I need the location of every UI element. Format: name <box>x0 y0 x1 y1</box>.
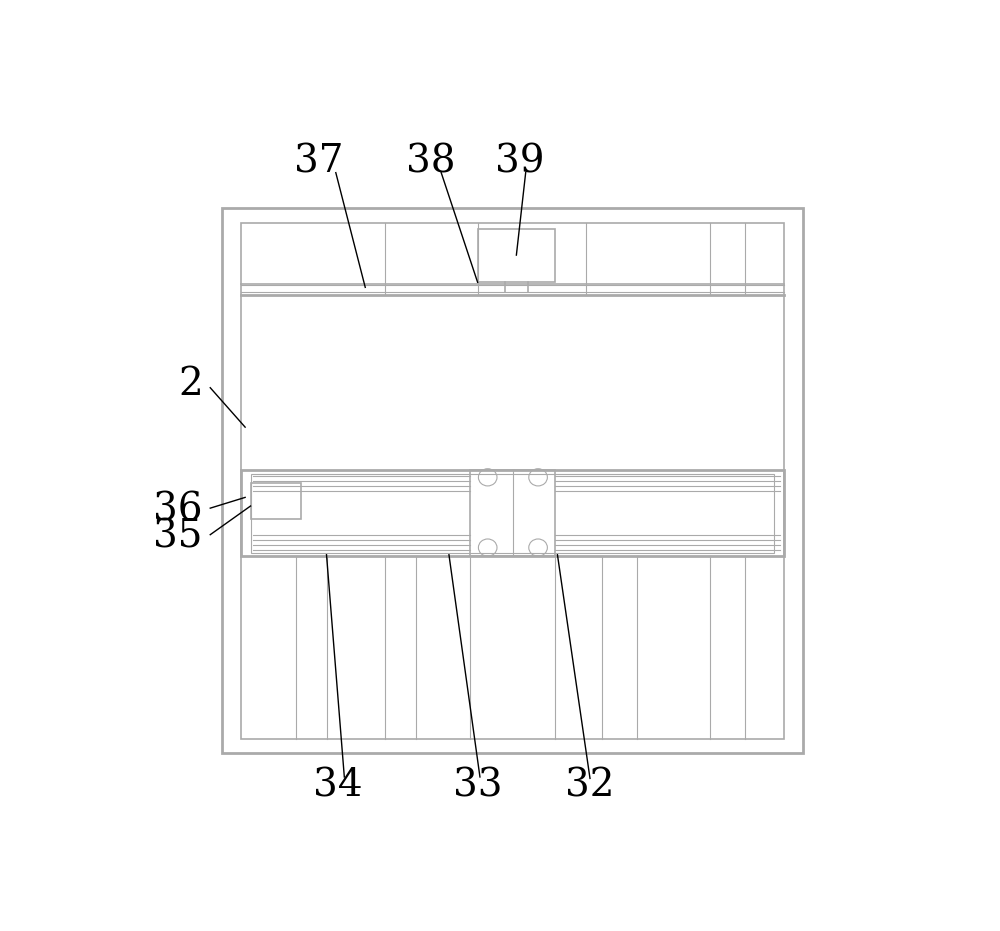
Text: 2: 2 <box>178 366 203 402</box>
Text: 38: 38 <box>406 143 456 181</box>
Bar <box>251 474 774 553</box>
Bar <box>241 470 784 556</box>
Bar <box>222 209 803 753</box>
Text: 35: 35 <box>153 519 202 555</box>
Text: 34: 34 <box>313 767 363 804</box>
Text: 39: 39 <box>496 143 545 181</box>
Bar <box>478 229 555 282</box>
Bar <box>470 470 555 556</box>
Text: 36: 36 <box>153 491 202 528</box>
Bar <box>251 483 301 519</box>
Text: 32: 32 <box>565 767 615 804</box>
Text: 37: 37 <box>294 143 344 181</box>
Bar <box>241 223 784 739</box>
Text: 33: 33 <box>453 767 502 804</box>
